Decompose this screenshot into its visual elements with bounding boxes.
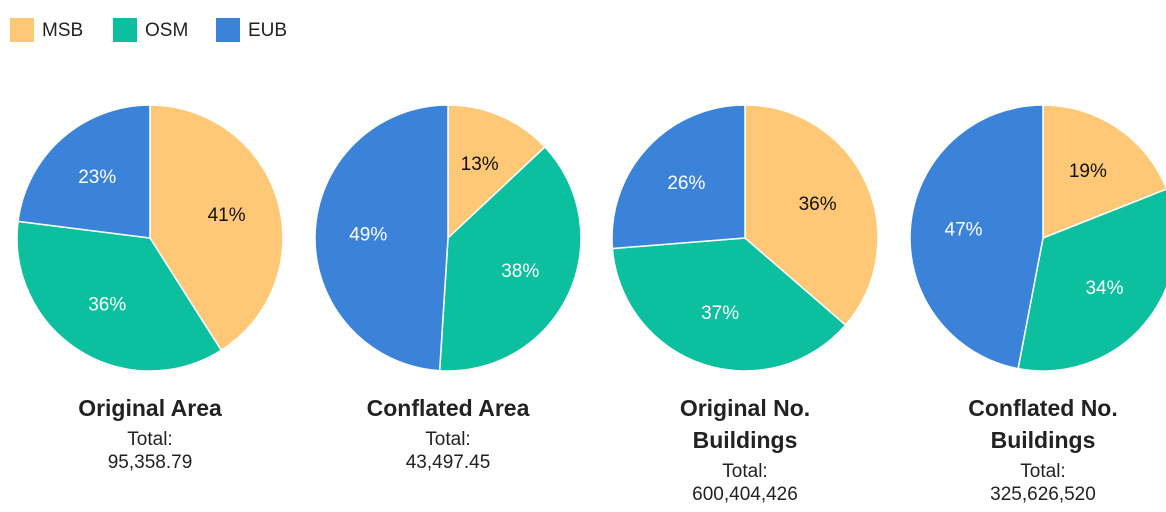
total-value: 43,497.45 (405, 452, 491, 473)
slice-label: 36% (88, 294, 126, 315)
legend-label: EUB (248, 20, 287, 41)
slice-label: 41% (208, 205, 246, 226)
legend-label: MSB (42, 20, 83, 41)
slice-label: 19% (1069, 161, 1107, 182)
pie-slice (744, 104, 879, 327)
total-label: Total: (425, 429, 471, 450)
slice-label: 26% (667, 173, 705, 194)
slice-label: 23% (78, 167, 116, 188)
slice-label: 37% (701, 303, 739, 324)
pie-slice (611, 104, 746, 250)
pie-slice (16, 220, 223, 372)
legend-swatch (10, 18, 34, 42)
legend-swatch (113, 18, 137, 42)
pie-slice (1017, 188, 1166, 372)
total-label: Total: (127, 429, 173, 450)
legend-swatch (216, 18, 240, 42)
total-label: Total: (1020, 461, 1066, 482)
slice-label: 47% (945, 220, 983, 241)
total-label: Total: (722, 461, 768, 482)
chart-caption: Conflated Area Total: 43,497.45 (328, 392, 568, 474)
total-value: 325,626,520 (990, 484, 1096, 505)
slice-label: 34% (1085, 278, 1123, 299)
pie-slice (438, 145, 582, 372)
legend-label: OSM (145, 20, 188, 41)
slice-label: 38% (501, 261, 539, 282)
chart-caption: Original No. Buildings Total: 600,404,426 (625, 392, 865, 506)
chart-title: Conflated No. Buildings (968, 395, 1118, 453)
slice-label: 49% (349, 225, 387, 246)
slice-label: 36% (799, 194, 837, 215)
pie-slice (1042, 104, 1166, 240)
slice-label: 13% (461, 154, 499, 175)
chart-caption: Original Area Total: 95,358.79 (30, 392, 270, 474)
chart-title: Conflated Area (366, 395, 530, 421)
pie-slice (149, 104, 284, 352)
total-value: 600,404,426 (692, 484, 798, 505)
pie-slice (909, 104, 1044, 370)
pie-slice (314, 104, 449, 372)
chart-caption: Conflated No. Buildings Total: 325,626,520 (923, 392, 1163, 506)
chart-title: Original Area (78, 395, 222, 421)
pie-slice (447, 104, 547, 240)
total-value: 95,358.79 (107, 452, 193, 473)
chart-title: Original No. Buildings (679, 395, 811, 453)
pie-slice (611, 237, 847, 372)
pie-slice (17, 104, 151, 239)
